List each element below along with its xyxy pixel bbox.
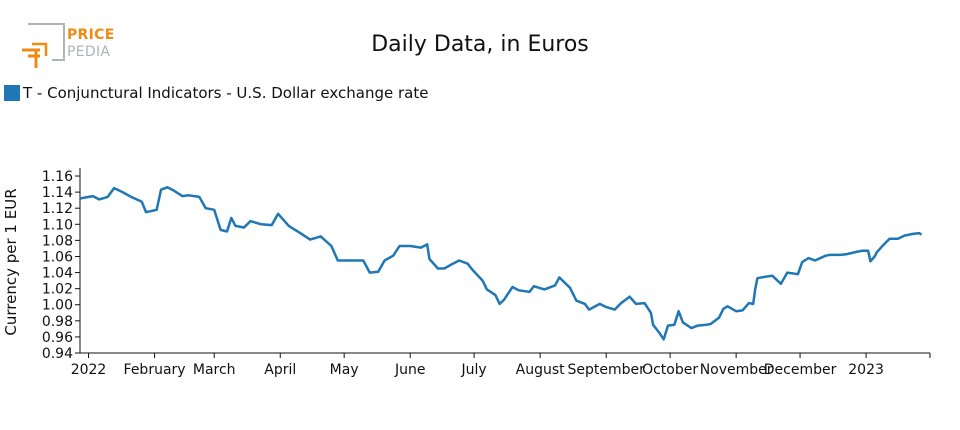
y-axis: 0.940.960.981.001.021.041.061.081.101.12… (42, 168, 81, 362)
y-tick-label: 0.96 (42, 330, 73, 346)
x-tick-label: November (700, 362, 773, 378)
x-tick-label: 2022 (71, 362, 107, 378)
y-tick-label: 1.00 (42, 298, 73, 314)
y-tick-label: 0.94 (42, 346, 73, 362)
y-tick-label: 0.98 (42, 314, 73, 330)
logo-text-pedia: PEDIA (67, 44, 111, 60)
y-tick-label: 1.16 (42, 169, 73, 185)
series-layer (79, 186, 923, 341)
legend[interactable]: T - Conjunctural Indicators - U.S. Dolla… (4, 84, 428, 102)
chart-title: Daily Data, in Euros (371, 32, 589, 57)
x-tick-label: September (567, 362, 645, 378)
logo-text-price: PRICE (67, 27, 115, 43)
y-tick-label: 1.14 (42, 185, 73, 201)
y-axis-label: Currency per 1 EUR (2, 188, 20, 335)
legend-label: T - Conjunctural Indicators - U.S. Dolla… (23, 84, 429, 102)
y-tick-label: 1.10 (42, 217, 73, 233)
y-tick-label: 1.04 (42, 266, 73, 282)
x-tick-label: October (642, 362, 698, 378)
y-tick-label: 1.08 (42, 233, 73, 249)
x-tick-label: February (124, 362, 186, 378)
pricepedia-logo: PRICE PEDIA (18, 22, 128, 74)
x-tick-label: 2023 (848, 362, 884, 378)
x-tick-label: July (461, 362, 487, 378)
x-tick-label: May (330, 362, 359, 378)
x-tick-label: June (394, 362, 426, 378)
legend-swatch (4, 85, 20, 101)
y-tick-label: 1.12 (42, 201, 73, 217)
x-axis: 2022 February March April May June July August S… (71, 352, 931, 378)
y-tick-label: 1.02 (42, 282, 73, 298)
logo-mark-icon (22, 23, 65, 68)
x-tick-label: April (264, 362, 296, 378)
series-line (79, 186, 923, 341)
x-tick-label: March (193, 362, 236, 378)
y-tick-label: 1.06 (42, 249, 73, 265)
x-tick-label: December (764, 362, 837, 378)
x-tick-label: August (516, 362, 566, 378)
